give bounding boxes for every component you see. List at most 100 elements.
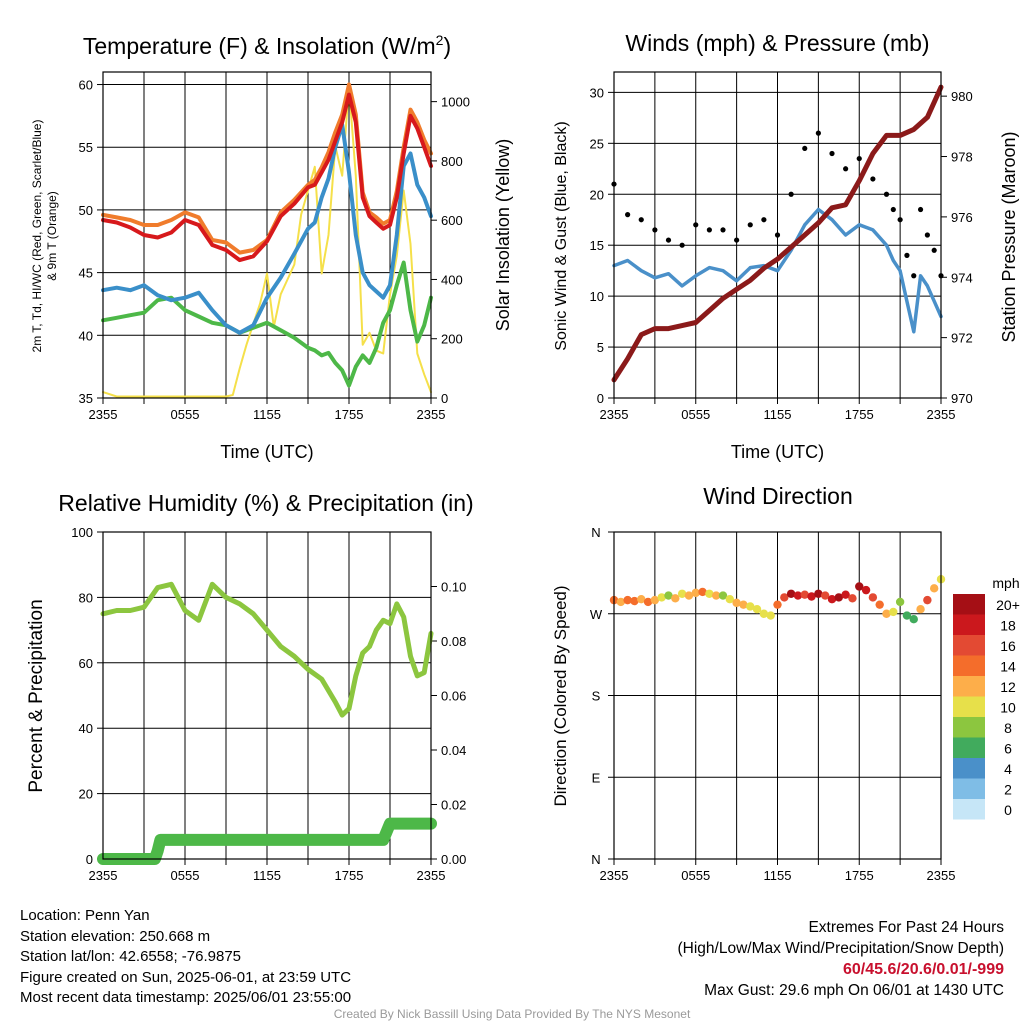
chart-title: Temperature (F) & Insolation (W/m2) — [83, 32, 451, 59]
direction-point — [698, 587, 707, 597]
y2-tick-label: 0.00 — [441, 852, 466, 867]
legend-label: 4 — [1004, 761, 1012, 777]
x-tick-label: 2355 — [600, 407, 629, 422]
gust-point — [761, 217, 767, 223]
direction-point — [889, 607, 898, 617]
direction-point — [848, 594, 857, 603]
y-tick-label: 0 — [86, 852, 93, 867]
legend-swatch — [953, 758, 985, 779]
plot-frame — [102, 531, 432, 860]
y-tick-label: 60 — [79, 78, 93, 93]
direction-point — [739, 600, 748, 609]
series-2m-t — [101, 92, 433, 263]
chart-title: Relative Humidity (%) & Precipitation (i… — [58, 490, 473, 516]
x-tick-label: 2355 — [89, 868, 118, 883]
gust-point — [931, 247, 937, 253]
direction-point — [630, 596, 639, 606]
elevation-text: Station elevation: 250.668 m — [20, 927, 211, 945]
direction-point — [793, 591, 803, 600]
gust-point — [652, 227, 658, 233]
legend-label: 8 — [1004, 720, 1012, 736]
gust-point — [665, 237, 672, 243]
legend-swatch — [953, 655, 985, 676]
latlon-text: Station lat/lon: 42.6558; -76.9875 — [20, 948, 242, 965]
x-tick-label: 2355 — [417, 407, 446, 422]
gust-point — [911, 273, 917, 279]
direction-point — [691, 588, 700, 598]
legend-swatch — [953, 635, 985, 656]
y-tick-label: 50 — [79, 203, 93, 218]
legend-title: mph — [992, 575, 1019, 591]
direction-point — [929, 584, 939, 593]
legend-swatch — [953, 717, 985, 738]
y2-tick-label: 980 — [951, 89, 973, 104]
x-axis-label: Time (UTC) — [731, 442, 824, 462]
direction-point — [616, 597, 626, 607]
x-tick-label: 1155 — [253, 868, 281, 883]
direction-point — [814, 589, 823, 598]
gust-point — [638, 217, 644, 223]
series-gust — [611, 130, 944, 279]
gust-point — [856, 155, 862, 162]
y-axis-label: Sonic Wind & Gust (Blue, Black) — [553, 121, 570, 350]
extremes-legend: (High/Low/Max Wind/Precipitation/Snow De… — [677, 940, 1005, 957]
extremes-title: Extremes For Past 24 Hours — [808, 919, 1004, 936]
station-info: Location: Penn Yan Station elevation: 25… — [20, 906, 351, 1009]
gust-point — [802, 145, 808, 152]
direction-point — [882, 609, 891, 618]
y2-tick-label: 0.02 — [441, 798, 466, 813]
legend-swatch — [953, 676, 985, 697]
direction-point — [752, 605, 762, 614]
direction-point — [657, 593, 666, 602]
legend-label: 12 — [1000, 679, 1016, 695]
panel-3 — [97, 531, 437, 865]
gust-point — [734, 237, 740, 243]
direction-point — [671, 594, 680, 603]
created-text: Figure created on Sun, 2025-06-01, at 23… — [20, 968, 352, 986]
plot-frame — [613, 531, 942, 860]
series-wind — [612, 207, 943, 334]
gust-point — [904, 252, 910, 258]
panel-2 — [608, 71, 947, 404]
direction-point — [677, 589, 687, 598]
direction-point — [895, 597, 905, 607]
y2-tick-label: 0 — [441, 391, 448, 406]
y-tick-label: 100 — [71, 525, 93, 540]
y-tick-label: 40 — [79, 721, 93, 736]
direction-point — [834, 593, 844, 602]
gust-point — [747, 222, 753, 228]
x-tick-label: 2355 — [600, 868, 629, 883]
y-tick-label: E — [592, 770, 601, 785]
extremes-info: Extremes For Past 24 Hours (High/Low/Max… — [678, 917, 1005, 1001]
direction-point — [820, 591, 830, 600]
direction-point — [780, 593, 789, 602]
y2-tick-label: 200 — [441, 332, 463, 347]
extremes-values: 60/45.6/20.6/0.01/-999 — [842, 961, 1004, 978]
gust-point — [679, 242, 685, 248]
x-tick-label: 1155 — [764, 868, 792, 883]
series-insolation — [102, 85, 432, 398]
y2-tick-label: 600 — [441, 213, 463, 228]
x-tick-label: 1755 — [335, 868, 364, 883]
y-tick-label: 10 — [590, 289, 604, 304]
direction-point — [684, 591, 694, 600]
x-tick-label: 0555 — [171, 407, 200, 422]
direction-point — [718, 591, 728, 600]
x-tick-label: 2355 — [927, 407, 956, 422]
series-hi-wc — [101, 122, 433, 335]
gust-point — [897, 217, 903, 223]
legend-label: 14 — [1000, 659, 1016, 675]
legend-label: 6 — [1004, 741, 1012, 757]
x-tick-label: 0555 — [681, 868, 710, 883]
series-pressure — [611, 84, 944, 383]
x-tick-label: 1755 — [845, 407, 874, 422]
y2-tick-label: 0.04 — [441, 743, 466, 758]
direction-point — [711, 591, 721, 600]
y-tick-label: 15 — [590, 238, 604, 253]
location-text: Location: Penn Yan — [20, 907, 150, 924]
x-tick-label: 0555 — [681, 407, 710, 422]
recent-text: Most recent data timestamp: 2025/06/01 2… — [20, 989, 352, 1006]
gust-point — [720, 227, 726, 233]
series-rh — [100, 581, 434, 718]
plot-frame — [102, 71, 432, 399]
